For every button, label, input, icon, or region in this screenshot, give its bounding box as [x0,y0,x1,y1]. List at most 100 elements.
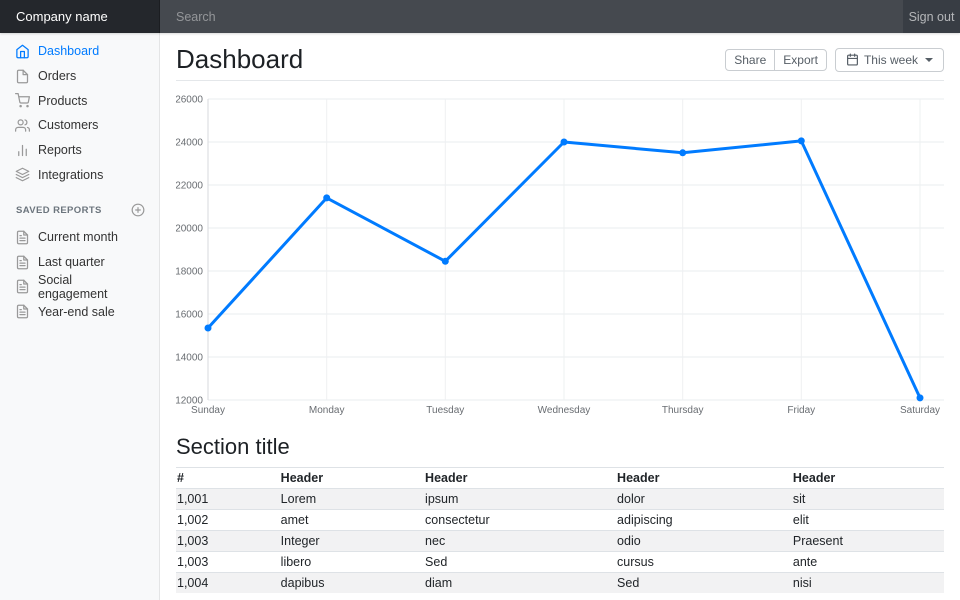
sign-out-link[interactable]: Sign out [903,0,960,33]
table-cell: amet [279,509,425,531]
sidebar-item-label: Customers [38,118,99,133]
table-cell: Sed [616,572,792,593]
table-cell: ipsum [424,488,617,510]
sidebar-item-integrations[interactable]: Integrations [0,162,160,187]
svg-text:Wednesday: Wednesday [538,405,591,415]
svg-text:Saturday: Saturday [900,405,940,415]
svg-text:Monday: Monday [309,405,345,415]
share-button[interactable]: Share [725,48,776,71]
period-dropdown-button[interactable]: This week [834,47,944,72]
period-label: This week [863,52,918,67]
saved-reports-label: SAVED REPORTS [16,204,102,216]
table-header-cell: Header [424,467,617,489]
file-text-icon [16,304,29,319]
table-cell: dolor [616,488,792,510]
table-cell: nec [424,530,617,552]
bar-chart-2-icon [18,144,27,156]
table-cell: ante [791,551,944,573]
shopping-cart-icon [15,93,30,108]
table-header-row: # Header Header Header Header [176,467,944,489]
table-cell: cursus [616,551,792,573]
page-header: Dashboard Share Export This week [176,33,944,81]
saved-report-label: Social engagement [38,272,108,301]
table-cell: Sed [424,551,617,573]
svg-text:Sunday: Sunday [191,405,225,415]
table-cell: sit [791,488,944,510]
saved-reports-list: Current month Last quarter Social engageme… [0,219,160,324]
table-row: 1,003 Integer nec odio Praesent [176,530,944,552]
file-text-icon [16,279,29,294]
sidebar-item-customers[interactable]: Customers [0,113,160,138]
sidebar-item-label: Products [38,93,88,108]
calendar-icon [846,53,858,66]
sidebar-item-label: Integrations [38,167,104,182]
section-title: Section title [176,434,290,459]
svg-text:12000: 12000 [176,396,203,407]
table-cell: libero [279,551,425,573]
sidebar-item-label: Orders [38,69,77,84]
table-cell: 1,001 [176,488,280,510]
table-header-cell: Header [791,467,944,489]
svg-text:20000: 20000 [176,224,203,235]
saved-report-year-end-sale[interactable]: Year-end sale [0,299,160,324]
search-input[interactable] [160,0,903,33]
svg-text:26000: 26000 [176,95,203,106]
table-header-cell: Header [616,467,792,489]
table-cell: 1,002 [176,509,280,531]
table-cell: Praesent [791,530,944,552]
file-text-icon [16,255,29,270]
share-export-group: Share Export [725,48,827,71]
sidebar-nav-list: Dashboard Orders Products Customers Reports I… [0,33,160,187]
svg-text:Tuesday: Tuesday [426,405,464,415]
layers-icon [15,167,30,182]
saved-reports-heading: SAVED REPORTS [0,201,160,219]
saved-report-label: Last quarter [38,255,105,270]
users-icon [15,119,30,132]
sidebar-item-dashboard[interactable]: Dashboard [0,39,160,64]
calendar-icon [846,53,859,66]
svg-text:14000: 14000 [176,353,203,364]
sidebar-item-label: Reports [38,143,82,158]
chart-canvas: 12000 14000 16000 18000 20000 22000 24000 26000… [175,95,944,416]
home-icon [16,44,29,59]
sidebar-item-reports[interactable]: Reports [0,138,160,163]
table-row: 1,001 Lorem ipsum dolor sit [176,488,944,510]
svg-text:Thursday: Thursday [662,405,704,415]
svg-text:Friday: Friday [787,405,815,415]
top-navbar: Company name Sign out [0,0,960,33]
data-table: # Header Header Header Header 1,001 Lorem ipsum… [176,467,944,593]
saved-report-social-engagement[interactable]: Social engagement [0,272,160,301]
line-chart: 12000 14000 16000 18000 20000 22000 24000 26000… [175,95,944,416]
export-button[interactable]: Export [774,48,827,71]
brand-link[interactable]: Company name [0,0,160,33]
table-row: 1,004 dapibus diam Sed nisi [176,572,944,593]
saved-report-label: Current month [38,230,118,245]
table-header-cell: Header [279,467,425,489]
sidebar: Dashboard Orders Products Customers Reports I… [0,33,160,600]
saved-report-current-month[interactable]: Current month [0,225,160,250]
caret-down-icon [925,57,933,62]
table-cell: 1,003 [176,551,280,573]
table-cell: Lorem [279,488,425,510]
table-cell: dapibus [279,572,425,593]
table-header-cell: # [176,467,280,489]
svg-text:22000: 22000 [176,181,203,192]
sidebar-item-products[interactable]: Products [0,88,160,113]
table-cell: 1,003 [176,530,280,552]
table-cell: odio [616,530,792,552]
table-cell: consectetur [424,509,617,531]
table-cell: diam [424,572,617,593]
svg-text:18000: 18000 [176,267,203,278]
table-cell: adipiscing [616,509,792,531]
table-cell: nisi [791,572,944,593]
sidebar-item-orders[interactable]: Orders [0,64,160,89]
svg-text:16000: 16000 [176,310,203,321]
add-report-button[interactable] [131,203,145,217]
table-row: 1,002 amet consectetur adipiscing elit [176,509,944,531]
toolbar: Share Export This week [725,47,944,72]
main-content: Dashboard Share Export This week 12000 14… [160,33,960,593]
saved-report-last-quarter[interactable]: Last quarter [0,250,160,275]
table-cell: Integer [279,530,425,552]
saved-report-label: Year-end sale [38,304,115,319]
plus-circle-icon [131,203,145,217]
